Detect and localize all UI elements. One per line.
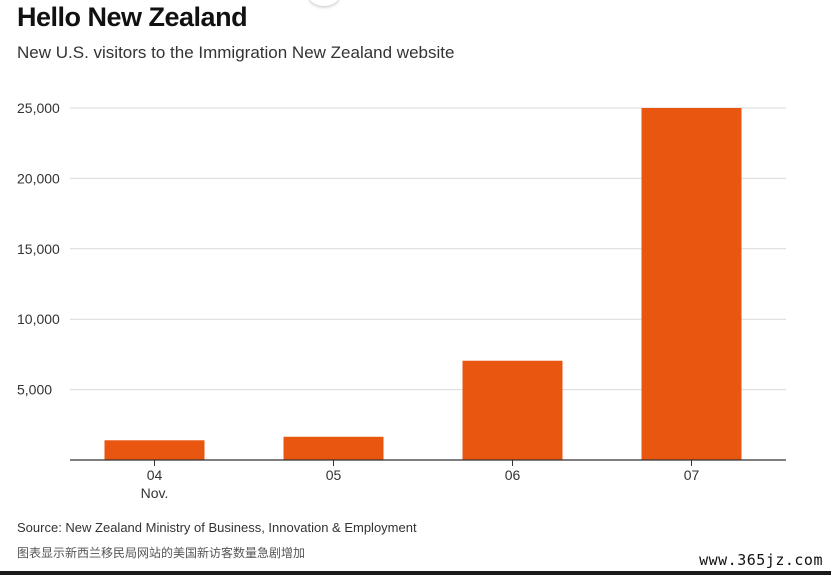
y-tick-label: 15,000 <box>17 241 60 257</box>
y-tick-label: 5,000 <box>17 382 52 398</box>
bar-07 <box>641 108 742 460</box>
bar-05 <box>283 436 384 460</box>
axes <box>70 459 786 466</box>
y-tick-label: 25,000 <box>17 100 60 116</box>
bar-06 <box>462 360 563 460</box>
x-tick-label: 04 <box>147 467 163 483</box>
bar-chart: 5,000 10,000 15,000 20,000 25,000 04 Nov. 05 06 0… <box>17 100 786 501</box>
bottom-border <box>0 571 831 575</box>
x-tick-label: 07 <box>684 467 700 483</box>
bar-04 <box>104 440 205 460</box>
bars <box>104 108 742 460</box>
tick-labels: 5,000 10,000 15,000 20,000 25,000 04 Nov. 05 06 0… <box>17 100 699 501</box>
image-caption: 图表显示新西兰移民局网站的美国新访客数量急剧增加 <box>17 546 306 560</box>
x-tick-label: 05 <box>326 467 342 483</box>
chart-subtitle: New U.S. visitors to the Immigration New… <box>17 43 455 62</box>
y-tick-label: 20,000 <box>17 170 60 186</box>
x-tick-sublabel: Nov. <box>141 485 169 501</box>
top-handle-decoration <box>309 0 339 6</box>
y-tick-label: 10,000 <box>17 311 60 327</box>
source-note: Source: New Zealand Ministry of Business… <box>17 520 417 535</box>
x-tick-label: 06 <box>505 467 521 483</box>
site-watermark: www.365jz.com <box>699 551 823 569</box>
chart-title: Hello New Zealand <box>17 2 248 32</box>
